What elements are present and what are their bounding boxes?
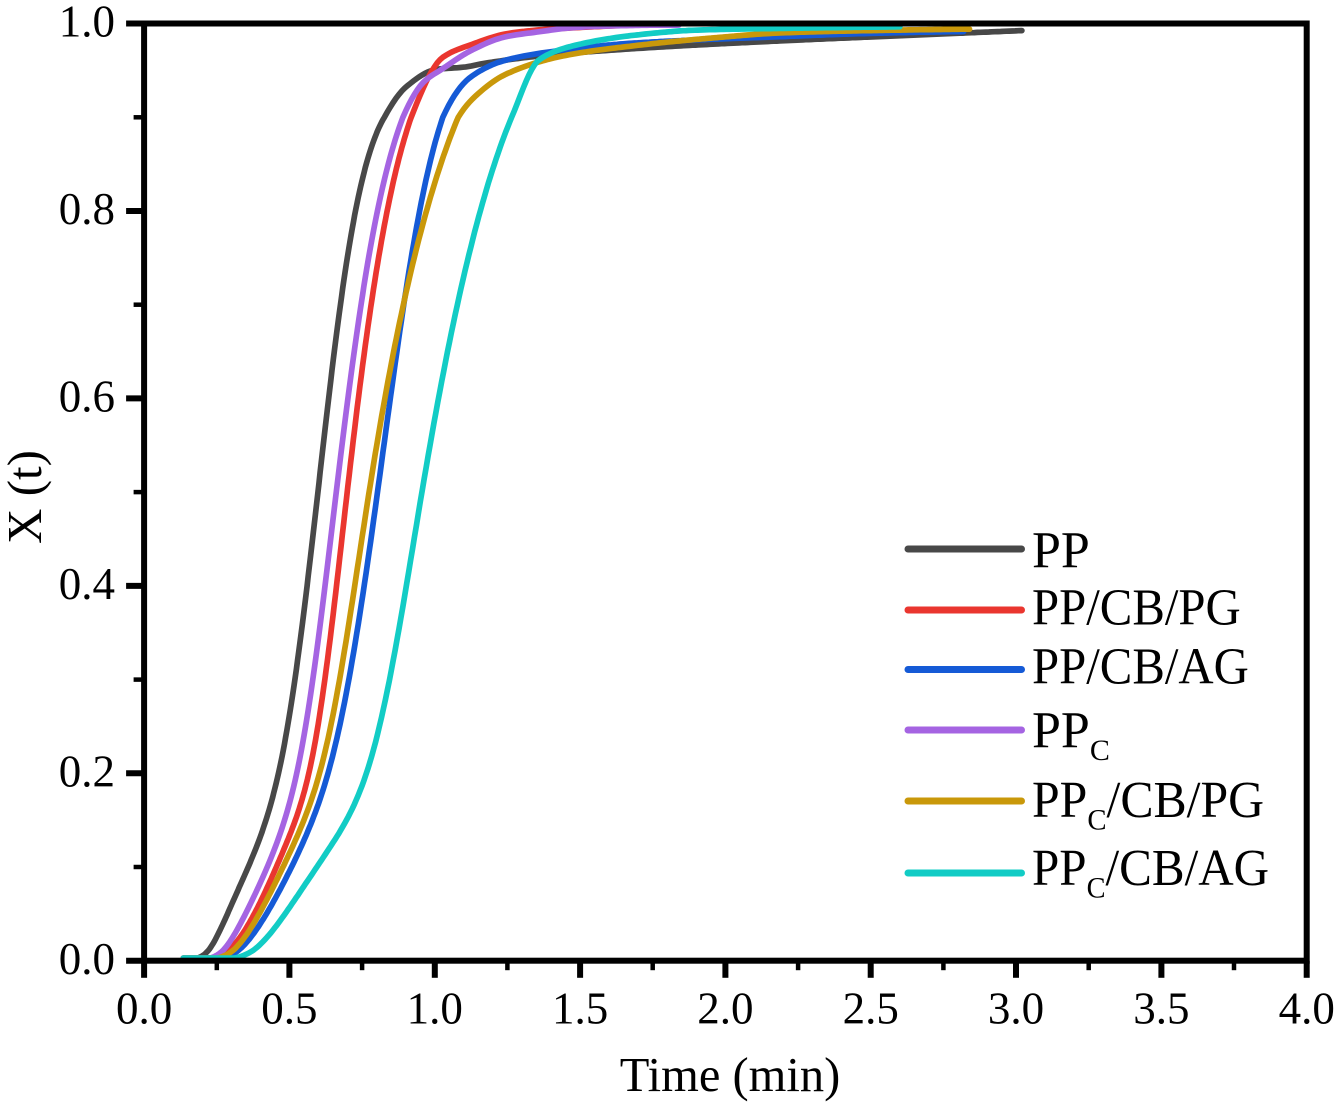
svg-text:0.0: 0.0: [59, 934, 115, 984]
svg-text:PP/CB/AG: PP/CB/AG: [1032, 637, 1249, 695]
svg-text:2.5: 2.5: [843, 983, 899, 1033]
svg-text:3.0: 3.0: [988, 983, 1044, 1033]
svg-text:0.5: 0.5: [261, 983, 317, 1033]
svg-text:PP/CB/PG: PP/CB/PG: [1032, 578, 1241, 636]
svg-text:PPC/CB/AG: PPC/CB/AG: [1032, 839, 1269, 905]
svg-text:0.0: 0.0: [116, 983, 172, 1033]
svg-text:Time (min): Time (min): [620, 1049, 841, 1102]
svg-text:1.0: 1.0: [59, 0, 115, 47]
svg-text:PP: PP: [1032, 523, 1090, 580]
svg-text:4.0: 4.0: [1279, 983, 1335, 1033]
svg-text:PPC/CB/PG: PPC/CB/PG: [1032, 772, 1264, 837]
svg-text:1.0: 1.0: [407, 983, 463, 1033]
svg-text:2.0: 2.0: [697, 983, 753, 1033]
svg-text:0.4: 0.4: [59, 559, 115, 609]
svg-text:X (t): X (t): [0, 450, 52, 544]
svg-text:1.5: 1.5: [552, 983, 608, 1033]
svg-text:0.8: 0.8: [59, 184, 115, 234]
svg-text:0.6: 0.6: [59, 371, 115, 421]
svg-text:3.5: 3.5: [1133, 983, 1189, 1033]
svg-text:0.2: 0.2: [59, 746, 115, 796]
